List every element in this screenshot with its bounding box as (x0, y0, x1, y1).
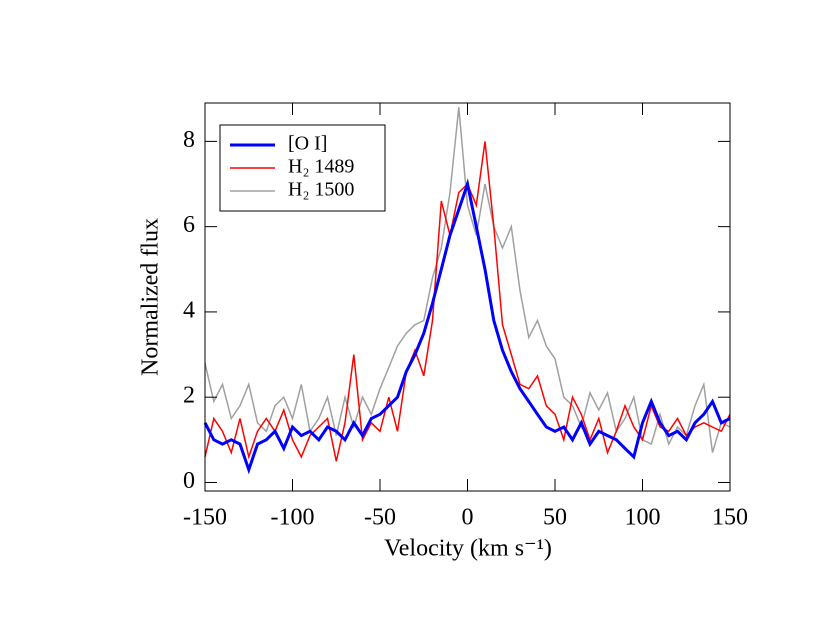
x-tick-label: -50 (364, 505, 396, 531)
legend-label: H₂ 1500 (288, 179, 354, 201)
x-tick-label: 0 (462, 505, 474, 531)
series-line (203, 178, 731, 475)
legend-label: H₂ 1489 (288, 156, 354, 178)
x-tick-label: -150 (183, 505, 227, 531)
x-tick-label: 50 (543, 505, 567, 531)
y-tick-label: 4 (183, 297, 195, 323)
x-tick-label: 100 (625, 505, 661, 531)
legend-box (219, 124, 386, 212)
y-tick-label: 8 (183, 127, 195, 153)
y-axis-label: Normalized flux (138, 218, 164, 376)
x-axis-label: Velocity (km s⁻¹) (384, 536, 552, 562)
legend-label: [O I] (288, 133, 327, 155)
y-tick-label: 0 (183, 468, 195, 494)
y-tick-label: 6 (183, 212, 195, 238)
x-tick-label: -100 (271, 505, 315, 531)
y-tick-label: 2 (183, 383, 195, 409)
x-tick-label: 150 (712, 505, 748, 531)
